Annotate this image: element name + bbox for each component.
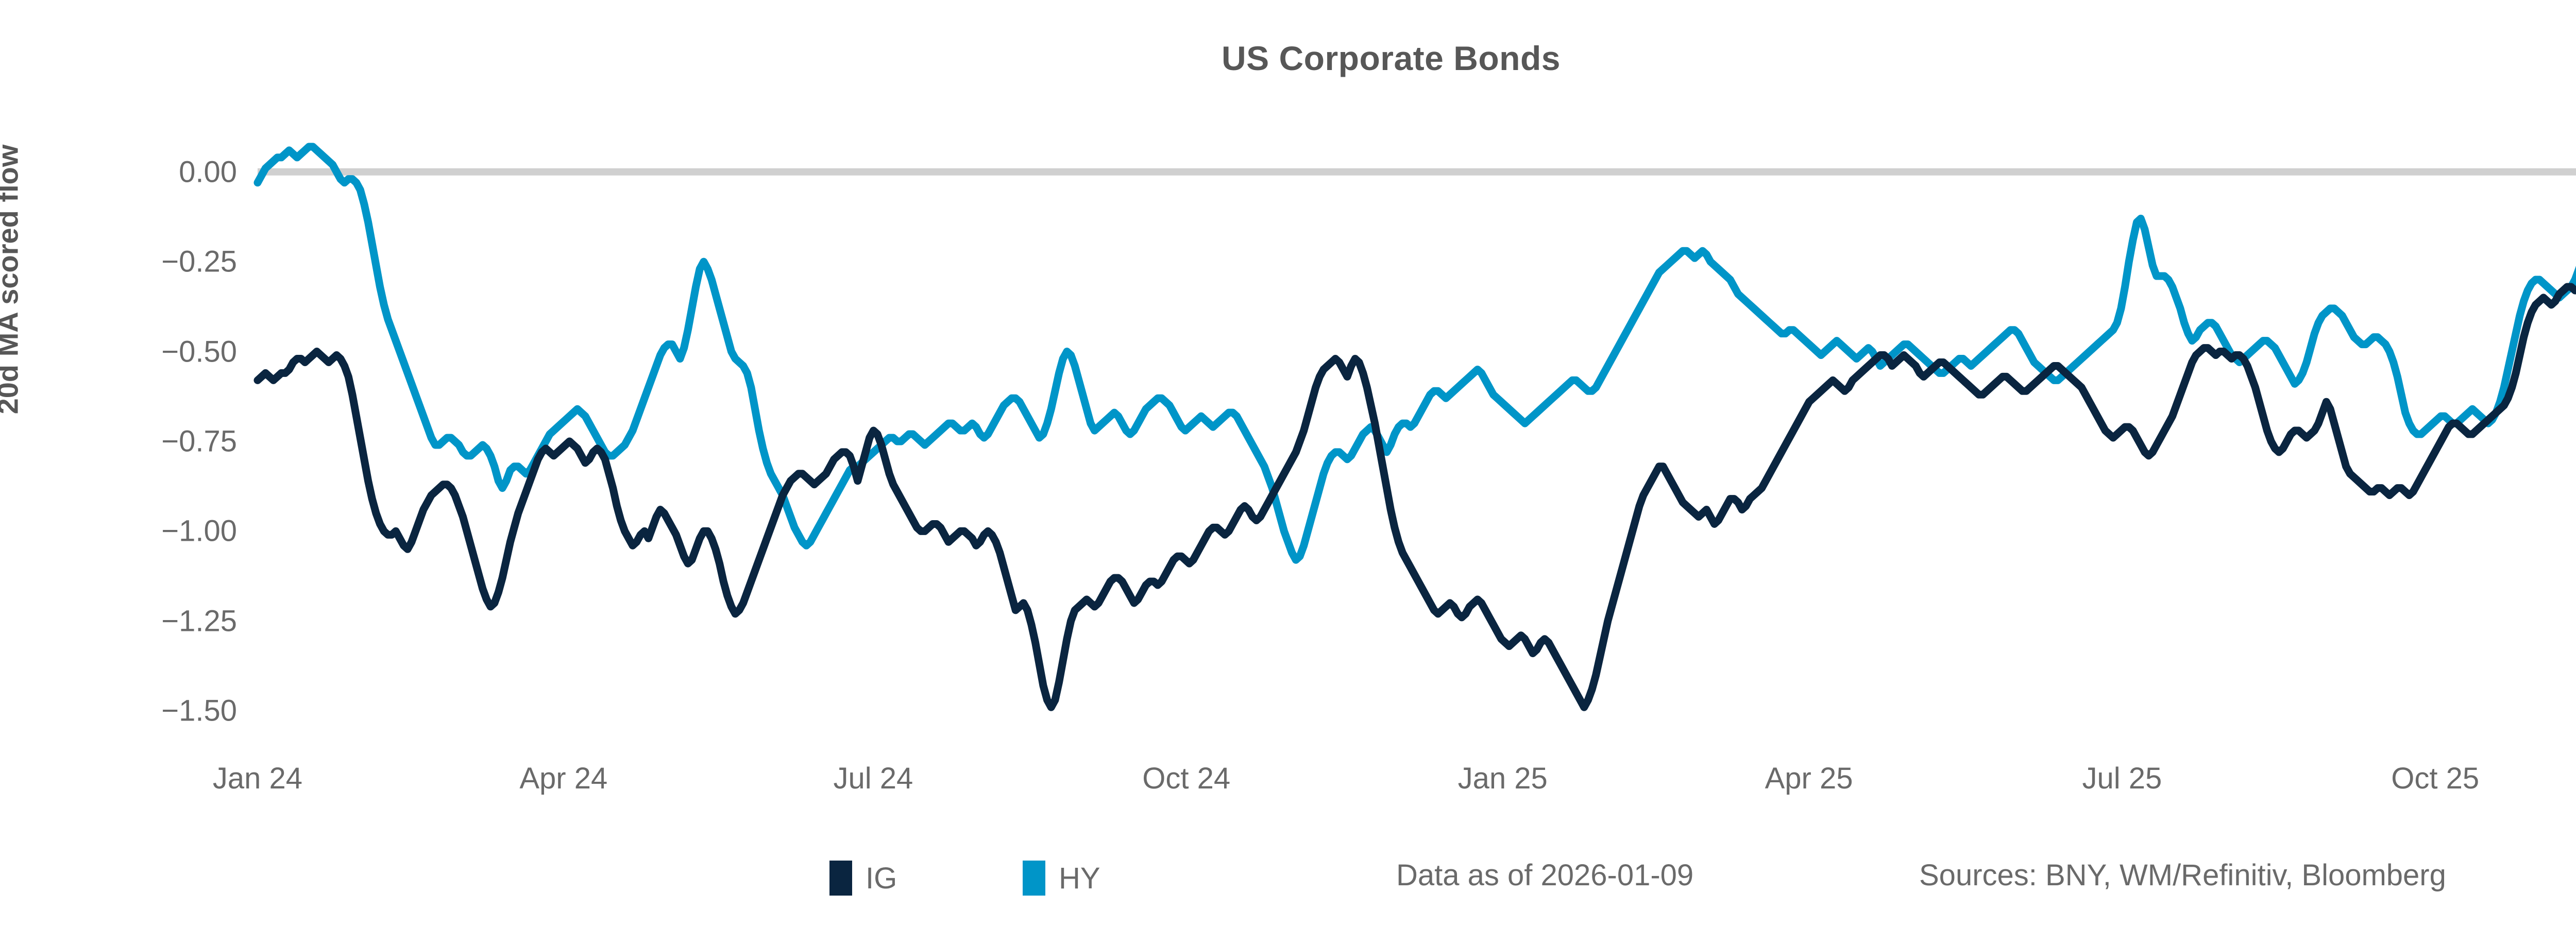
- plot-area: [253, 129, 2576, 747]
- y-tick-label: −0.75: [161, 424, 237, 458]
- y-tick-label: −1.50: [161, 694, 237, 728]
- y-tick-label: −0.25: [161, 245, 237, 279]
- y-tick-label: 0.00: [179, 155, 237, 189]
- line-chart-svg: [253, 143, 2576, 711]
- x-tick-label: Jul 24: [833, 762, 913, 795]
- x-tick-label: Apr 24: [519, 762, 608, 795]
- legend-swatch-ig: [829, 861, 852, 896]
- chart-footer: IG HY Data as of 2026-01-09 Sources: BNY…: [0, 855, 2576, 912]
- series-line-hy: [253, 143, 2576, 564]
- legend-label-hy: HY: [1059, 861, 1100, 895]
- x-axis-ticks: Jan 24 Apr 24 Jul 24 Oct 24 Jan 25 Apr 25 Jul …: [213, 761, 2576, 808]
- x-tick-label: Jan 25: [1458, 762, 1548, 795]
- x-tick-label: Apr 25: [1765, 762, 1853, 795]
- y-tick-label: −1.25: [161, 604, 237, 638]
- legend-item-ig[interactable]: IG: [829, 855, 897, 901]
- legend-label-ig: IG: [866, 861, 897, 895]
- x-tick-label: Oct 24: [1142, 762, 1231, 795]
- x-tick-label: Jul 25: [2082, 762, 2162, 795]
- series-line-ig: [253, 283, 2576, 711]
- page-title: US Corporate Bonds: [1221, 39, 1561, 77]
- x-tick-label: Jan 24: [212, 762, 303, 795]
- data-as-of-note: Data as of 2026-01-09: [1396, 859, 1694, 892]
- legend-swatch-hy: [1023, 861, 1045, 896]
- sources-note: Sources: BNY, WM/Refinitiv, Bloomberg: [1919, 859, 2446, 892]
- y-tick-label: −0.50: [161, 335, 237, 369]
- x-tick-label: Oct 25: [2391, 762, 2480, 795]
- legend-item-hy[interactable]: HY: [1023, 855, 1100, 901]
- y-tick-label: −1.00: [161, 514, 237, 548]
